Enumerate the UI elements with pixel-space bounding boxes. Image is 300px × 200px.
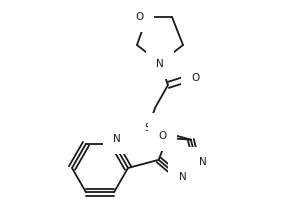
Text: N: N xyxy=(179,172,187,182)
Text: N: N xyxy=(113,134,121,144)
Text: N: N xyxy=(156,59,164,69)
Text: S: S xyxy=(145,123,151,133)
Text: O: O xyxy=(192,73,200,83)
Text: N: N xyxy=(199,157,206,167)
Text: O: O xyxy=(158,131,166,141)
Text: O: O xyxy=(135,12,143,22)
